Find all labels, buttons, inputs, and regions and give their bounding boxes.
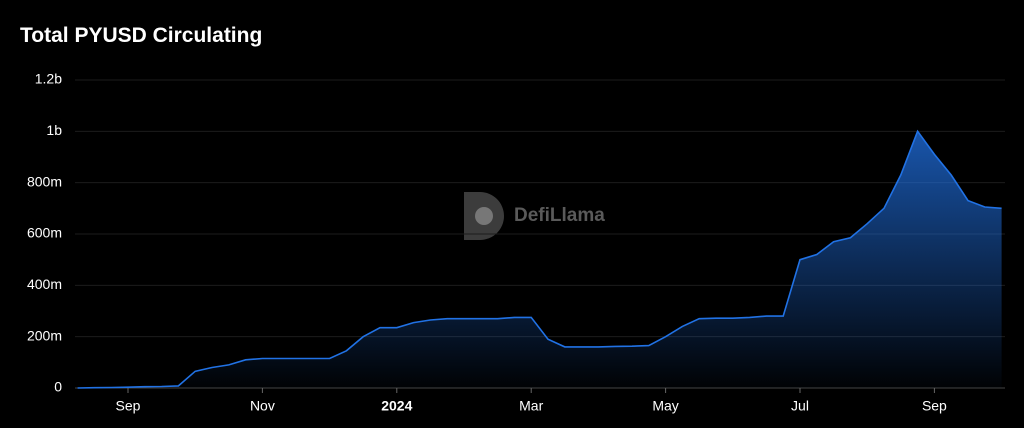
x-tick-label: May <box>652 398 678 414</box>
y-tick-label: 1.2b <box>35 71 62 87</box>
x-tick-label: Mar <box>519 398 543 414</box>
x-tick-label: Jul <box>791 398 809 414</box>
area <box>77 131 1002 389</box>
y-tick-label: 1b <box>46 122 62 138</box>
x-tick-label: Sep <box>922 398 947 414</box>
watermark-logo <box>464 192 504 240</box>
y-tick-label: 200m <box>27 327 62 343</box>
line <box>77 129 1002 389</box>
y-tick-label: 800m <box>27 173 62 189</box>
chart-title: Total PYUSD Circulating <box>20 24 262 47</box>
x-tick-label: Sep <box>116 398 141 414</box>
y-tick-label: 400m <box>27 276 62 292</box>
x-tick-label: 2024 <box>381 398 412 414</box>
y-tick-label: 0 <box>54 379 62 395</box>
y-tick-label: 600m <box>27 225 62 241</box>
watermark: DefiLlama <box>514 205 605 226</box>
x-tick-label: Nov <box>250 398 275 414</box>
